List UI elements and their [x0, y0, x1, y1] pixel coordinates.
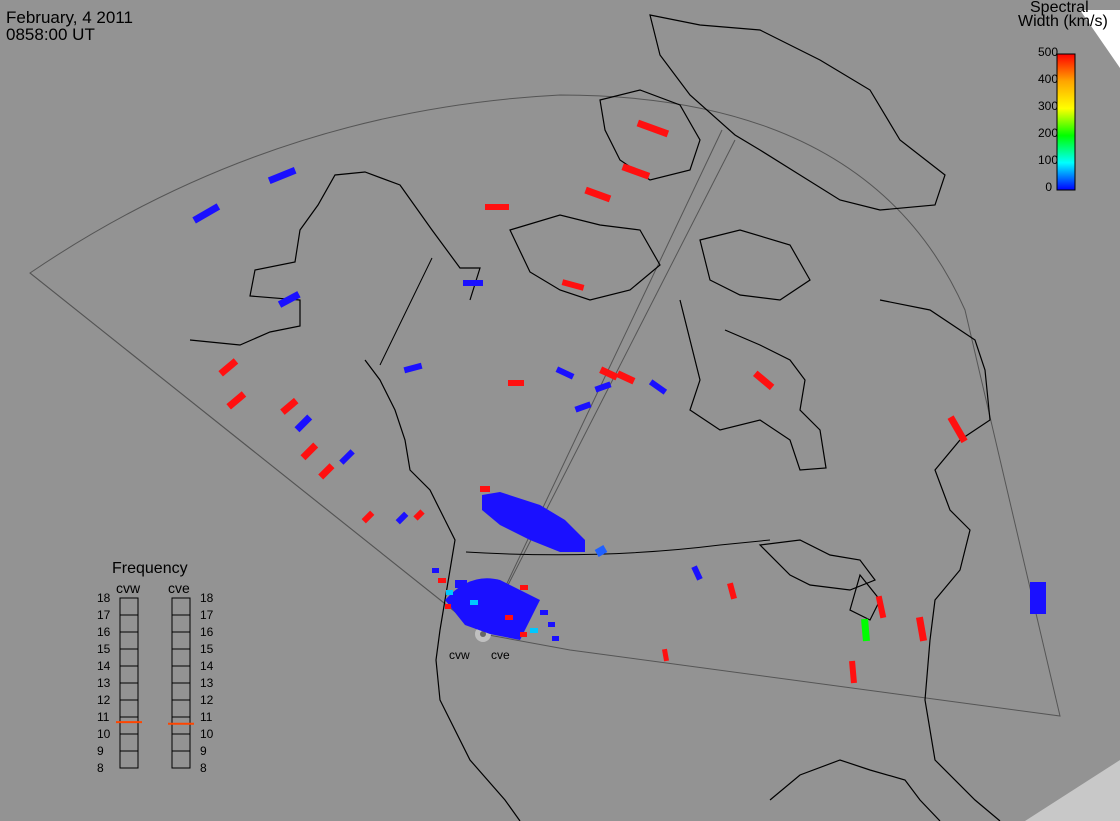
radar-site-center [480, 631, 486, 637]
frequency-tick-label: 12 [97, 693, 111, 707]
frequency-tick-label: 13 [200, 676, 214, 690]
political-borders [379, 257, 771, 556]
frequency-tick-label: 11 [200, 710, 213, 724]
map-corner [1080, 10, 1120, 68]
date-label: February, 4 2011 [6, 8, 133, 27]
sparse-echoes [192, 119, 1046, 684]
frequency-label-cve: cve [168, 580, 190, 596]
frequency-label-cvw: cvw [116, 580, 141, 596]
radar-label-cvw: cvw [449, 648, 470, 662]
frequency-tick-label: 9 [200, 744, 207, 758]
near-range-echoes [432, 568, 559, 641]
frequency-tick-label: 11 [97, 710, 110, 724]
time-label: 0858:00 UT [6, 25, 95, 44]
frequency-tick-label: 16 [200, 625, 214, 639]
radar-label-cve: cve [491, 648, 510, 662]
freq-gridlines [120, 597, 190, 769]
map-corner-bottom [1025, 760, 1120, 821]
frequency-tick-label: 17 [200, 608, 214, 622]
colorbar-tick-label: 0 [1045, 180, 1052, 194]
frequency-tick-label: 13 [97, 676, 111, 690]
colorbar-tick-label: 500 [1038, 45, 1059, 59]
colorbar-gradient [1056, 53, 1076, 191]
frequency-tick-label: 10 [200, 727, 214, 741]
coastlines [189, 14, 1001, 821]
frequency-tick-label: 12 [200, 693, 214, 707]
frequency-tick-label: 15 [97, 642, 111, 656]
frequency-tick-label: 14 [97, 659, 111, 673]
colorbar-tick-label: 200 [1038, 126, 1059, 140]
frequency-tick-label: 16 [97, 625, 111, 639]
frequency-tick-label: 8 [97, 761, 104, 775]
echo-band [482, 492, 585, 552]
frequency-tick-label: 18 [97, 591, 111, 605]
colorbar-title-line2: Width (km/s) [1018, 13, 1108, 30]
frequency-tick-label: 18 [200, 591, 214, 605]
frequency-tick-label: 15 [200, 642, 214, 656]
colorbar-tick-label: 300 [1038, 99, 1059, 113]
frequency-tick-label: 8 [200, 761, 207, 775]
frequency-title: Frequency [112, 560, 188, 577]
frequency-tick-label: 10 [97, 727, 111, 741]
colorbar-tick-label: 400 [1038, 72, 1059, 86]
colorbar-tick-label: 100 [1038, 153, 1059, 167]
fov-edge-west [29, 272, 484, 635]
fov-beam-west [482, 129, 723, 635]
frequency-tick-label: 9 [97, 744, 104, 758]
frequency-tick-label: 17 [97, 608, 111, 622]
frequency-tick-label: 14 [200, 659, 214, 673]
colorbar-title-line1: Spectral [1030, 0, 1089, 16]
fov-outline [29, 94, 1061, 717]
